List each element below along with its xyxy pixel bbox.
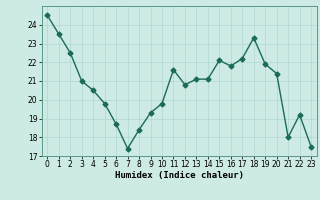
X-axis label: Humidex (Indice chaleur): Humidex (Indice chaleur) bbox=[115, 171, 244, 180]
